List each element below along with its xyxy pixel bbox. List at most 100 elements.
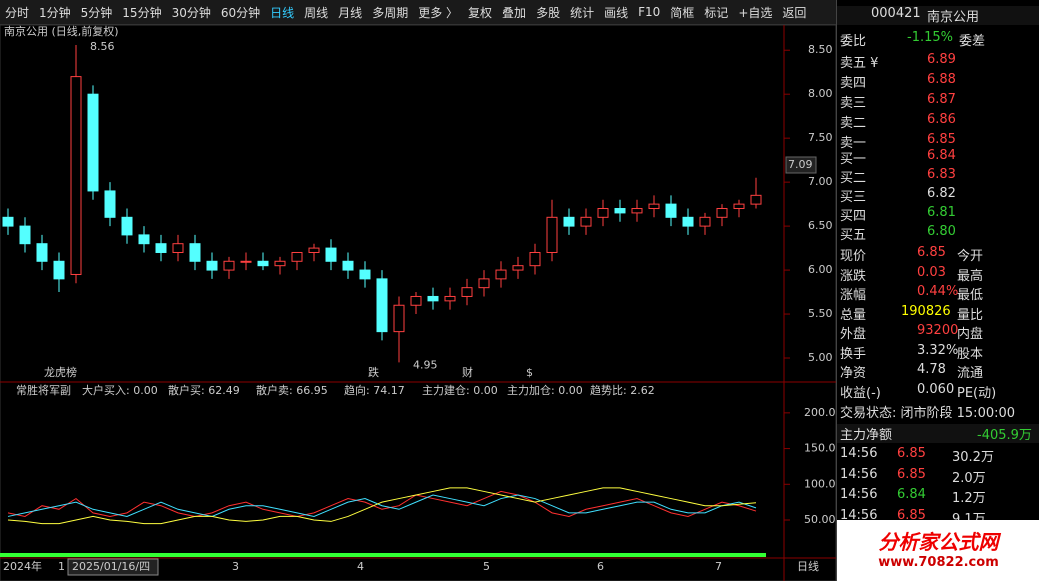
toolbar-button[interactable]: 叠加	[502, 5, 527, 20]
quote-text: 买二	[840, 171, 867, 186]
quote-row: 净资 4.78 流通	[837, 362, 1039, 381]
quote-text: 涨跌	[840, 268, 867, 284]
quote-row: 14:56 6.85 2.0万	[837, 467, 1039, 486]
toolbar-button[interactable]: 多股	[536, 5, 561, 20]
quote-text: 卖二	[840, 116, 867, 131]
indicator-name: 常胜将军副	[16, 383, 71, 397]
quote-row: 交易状态: 闭市阶段 15:00:00	[837, 402, 1039, 421]
quote-text: 14:56	[840, 507, 878, 523]
indicator-line	[7, 490, 757, 517]
candle-body	[342, 260, 354, 271]
toolbar-button[interactable]: 返回	[782, 5, 807, 20]
quote-row: 现价 6.85 今开	[837, 245, 1039, 264]
quote-row: 卖四 6.88	[837, 72, 1039, 91]
candle-body	[461, 287, 473, 297]
quote-text: 卖一	[840, 136, 867, 151]
candle-body	[665, 203, 677, 218]
quote-text: 6.83	[927, 167, 956, 182]
legend-item: 散户卖: 66.95	[256, 383, 328, 397]
toolbar-button[interactable]: 画线	[604, 5, 629, 20]
quote-text: 93200	[917, 323, 959, 338]
candle-body	[291, 251, 303, 262]
toolbar-button[interactable]: +自选	[738, 5, 773, 20]
candle-body	[240, 260, 252, 263]
toolbar-button[interactable]: 多周期	[372, 5, 409, 20]
candle-body	[155, 243, 167, 253]
toolbar-button[interactable]: 周线	[304, 5, 329, 20]
quote-text: 流通	[957, 366, 984, 381]
quote-text: 最低	[957, 288, 984, 303]
toolbar-button[interactable]: 60分钟	[220, 5, 261, 20]
quote-row: 14:56 6.85 30.2万	[837, 446, 1039, 465]
watermark: 分析家公式网 www.70822.com	[837, 520, 1039, 581]
toolbar-button[interactable]: 分时	[5, 5, 30, 20]
quote-text: 6.84	[927, 148, 956, 163]
quote-text: -1.15%	[907, 30, 953, 45]
candle-body	[648, 203, 660, 210]
candle-body	[2, 216, 14, 227]
candle-body	[359, 269, 371, 280]
quote-row: 卖一 6.85	[837, 132, 1039, 151]
candle-body	[546, 216, 558, 253]
quote-row: 外盘 93200 内盘	[837, 323, 1039, 342]
candle-body	[138, 234, 150, 245]
watermark-text: 分析家公式网	[878, 530, 999, 554]
x-tick-label: 5	[483, 560, 490, 573]
quote-text: 买四	[840, 209, 867, 224]
toolbar-button[interactable]: 复权	[468, 5, 493, 20]
quote-row: 买二 6.83	[837, 167, 1039, 186]
quote-text: 内盘	[957, 327, 984, 342]
last-price-box	[785, 156, 817, 174]
toolbar-button[interactable]: 日线	[270, 5, 295, 20]
quote-text: 6.89	[927, 52, 956, 67]
y-tick-label: 50.00	[804, 513, 836, 526]
candle-body	[512, 265, 524, 271]
low-label: 4.95	[413, 358, 438, 371]
toolbar-button[interactable]: 15分钟	[122, 5, 162, 20]
quote-text: 3.32%	[917, 342, 959, 358]
candle-body	[223, 260, 235, 271]
y-tick-label: 7.50	[808, 131, 833, 144]
quote-row: 涨幅 0.44% 最低	[837, 284, 1039, 303]
quote-text: 主力净额	[840, 428, 893, 443]
toolbar-button[interactable]: 1分钟	[39, 5, 71, 20]
quote-text: -405.9万	[977, 428, 1032, 443]
quote-text: 14:56	[840, 487, 878, 502]
quote-text: 4.78	[917, 362, 946, 377]
candle-body	[733, 203, 745, 210]
toolbar-button[interactable]: F10	[638, 5, 661, 19]
candle-body	[87, 93, 99, 192]
x-tick-label: 6	[597, 560, 604, 573]
candle-body	[19, 225, 31, 245]
quote-text: 0.44%	[917, 284, 959, 299]
quote-text: 6.85	[897, 466, 926, 482]
toolbar-button[interactable]: 更多 〉	[418, 5, 459, 20]
toolbar-button[interactable]: 标记	[704, 5, 729, 20]
event-marker: 跌	[368, 365, 379, 379]
watermark-text: www.70822.com	[878, 555, 999, 570]
toolbar-button[interactable]: 简框	[670, 5, 695, 20]
toolbar-button[interactable]: 月线	[338, 5, 363, 20]
quote-text: 卖三	[840, 96, 867, 111]
toolbar-button[interactable]: 统计	[570, 5, 595, 20]
toolbar-button[interactable]: 5分钟	[80, 5, 113, 20]
toolbar-button[interactable]: 30分钟	[171, 5, 211, 20]
candle-body	[716, 208, 728, 218]
quote-text: 14:56	[840, 446, 878, 461]
x-tick-label: 4	[357, 560, 364, 573]
quote-text: 0.03	[917, 264, 946, 280]
chart-area: 南京公用 (日线,前复权) 5.00 5.50 6.00 6.50 7.00 7.50 8.0…	[0, 24, 836, 581]
quote-text: 委比	[840, 34, 867, 49]
quote-text: 6.81	[927, 205, 956, 220]
quote-text: 今开	[957, 249, 984, 264]
quote-row: 卖五 ¥ 6.89	[837, 52, 1039, 71]
candle-body	[70, 76, 82, 275]
candle-body	[36, 243, 48, 262]
quote-text: 卖四	[840, 76, 867, 91]
candle-body	[699, 216, 711, 227]
candle-body	[444, 295, 456, 302]
quote-text: 6.85	[897, 507, 926, 523]
quote-text: 000421	[871, 6, 921, 21]
quote-row: 买四 6.81	[837, 205, 1039, 224]
